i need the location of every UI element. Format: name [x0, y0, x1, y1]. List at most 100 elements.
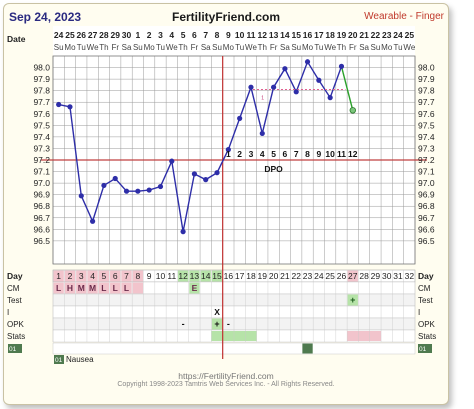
weekday-tick: We	[324, 43, 336, 52]
weekday-tick: Su	[371, 43, 381, 52]
period-day-cell	[53, 270, 64, 282]
day-tick: 3	[79, 271, 84, 281]
y-tick-left: 96.7	[33, 213, 50, 223]
y-tick-right: 97.1	[418, 167, 435, 177]
site-name[interactable]: FertilityFriend.com	[171, 10, 281, 24]
notes-day-cell	[302, 343, 313, 354]
y-tick-left: 97.6	[33, 109, 50, 119]
period-cm-cell	[76, 282, 87, 294]
chart-date: Sep 24, 2023	[9, 10, 82, 24]
temperature-point	[191, 171, 198, 177]
y-tick-right: 96.8	[418, 201, 435, 211]
date-tick: 5	[181, 30, 186, 40]
temperature-point	[248, 84, 254, 90]
temperature-point	[338, 63, 345, 69]
weekday-tick: Su	[133, 43, 143, 52]
temperature-point	[327, 95, 333, 101]
date-tick: 12	[258, 30, 268, 40]
date-tick: 23	[382, 30, 392, 40]
weekday-tick: Th	[178, 43, 187, 52]
footer-url[interactable]: https://FertilityFriend.com	[178, 371, 274, 381]
day-tick: 9	[147, 271, 152, 281]
y-tick-left: 96.8	[33, 201, 50, 211]
day-tick: 22	[291, 271, 301, 281]
dpo-label: DPO	[264, 164, 283, 174]
day-tick: 20	[269, 271, 279, 281]
temperature-point	[123, 188, 130, 194]
row-label-left: OPK	[7, 320, 25, 329]
weekday-tick: Tu	[235, 43, 244, 52]
temperature-point	[169, 158, 175, 164]
period-day-cell	[110, 270, 121, 282]
date-tick: 1	[135, 30, 140, 40]
y-tick-left: 96.9	[33, 190, 50, 200]
opk-positive-cell	[211, 318, 223, 330]
day-tick: 17	[235, 271, 245, 281]
date-tick: 15	[291, 30, 301, 40]
weekday-tick: Mo	[64, 43, 76, 52]
date-tick: 8	[215, 30, 220, 40]
day-tick: 29	[371, 271, 381, 281]
weekday-tick: Tu	[77, 43, 86, 52]
row-label-right: Test	[418, 296, 433, 305]
day-tick: 12	[178, 271, 188, 281]
sensor-type: Wearable - Finger	[364, 11, 444, 22]
date-tick: 19	[337, 30, 347, 40]
temperature-point	[316, 77, 322, 83]
day-tick: 4	[90, 271, 95, 281]
y-tick-left: 97.5	[33, 120, 50, 130]
fertile-day-cell	[200, 270, 211, 282]
dpo-tick: 7	[294, 149, 299, 159]
date-label: Date	[7, 34, 26, 44]
opk-value: -	[182, 319, 185, 329]
fertile-day-cell	[189, 270, 200, 282]
row-label-left: Stats	[7, 332, 25, 341]
period-cm-cell	[53, 282, 64, 294]
row-label-left: I	[7, 308, 9, 317]
predicted-line	[340, 66, 354, 111]
weekday-tick: Th	[99, 43, 108, 52]
dpo-tick: 8	[305, 149, 310, 159]
row-label-right: I	[418, 308, 420, 317]
y-tick-right: 96.7	[418, 213, 435, 223]
predicted-point	[349, 107, 356, 114]
temperature-point	[214, 170, 220, 176]
period-day-cell	[64, 270, 76, 282]
day-tick: 6	[113, 271, 118, 281]
date-tick: 3	[158, 30, 163, 40]
weekday-tick: Th	[258, 43, 267, 52]
row-label-right: OPK	[418, 320, 436, 329]
temperature-point	[67, 104, 73, 110]
dpo-tick: 5	[271, 149, 276, 159]
y-tick-left: 97.7	[33, 97, 50, 107]
cm-value: L	[101, 283, 106, 293]
date-tick: 11	[246, 30, 255, 40]
weekday-tick: Su	[291, 43, 301, 52]
period-day-cell	[98, 270, 110, 282]
temperature-point	[259, 130, 265, 137]
note-day-marker-text: 01	[55, 357, 63, 364]
temperature-point	[270, 84, 277, 90]
dpo-tick: 3	[249, 149, 254, 159]
day-tick: 10	[156, 271, 166, 281]
y-tick-left: 97.2	[33, 155, 50, 165]
date-tick: 27	[88, 30, 98, 40]
day-tick: 30	[382, 271, 392, 281]
temperature-point	[78, 193, 84, 199]
row-label-right: CM	[418, 284, 431, 293]
y-tick-right: 97.9	[418, 74, 435, 84]
notes-row-bg	[52, 342, 416, 355]
period-cm-cell	[87, 282, 98, 294]
temperature-point	[237, 115, 243, 121]
temperature-point	[112, 175, 118, 182]
period-cm-cell	[132, 282, 143, 294]
row-label-left: CM	[7, 284, 20, 293]
y-tick-left: 97.0	[33, 178, 50, 188]
date-tick: 4	[169, 30, 174, 40]
date-tick: 13	[269, 30, 279, 40]
date-tick: 9	[226, 30, 231, 40]
dpo-tick: 10	[325, 149, 335, 159]
predicted-day-cell	[347, 270, 358, 282]
y-tick-right: 97.8	[418, 86, 435, 96]
period-day-cell	[76, 270, 87, 282]
